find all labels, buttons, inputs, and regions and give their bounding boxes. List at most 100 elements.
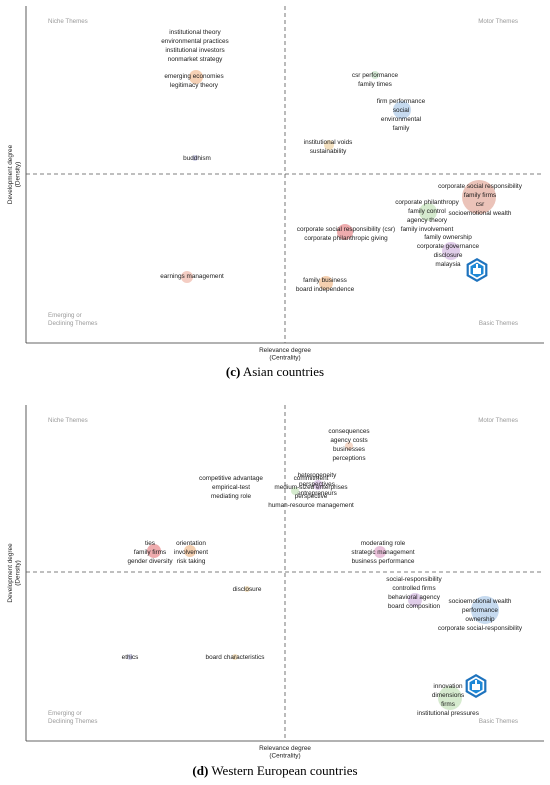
cluster-bubble	[462, 180, 496, 214]
theme-label: family involvement	[401, 226, 454, 233]
theme-label: sustainability	[310, 148, 347, 155]
theme-label: corporate social responsibility	[438, 183, 523, 190]
theme-label: perspective	[295, 493, 328, 500]
theme-label: family firms	[464, 192, 496, 199]
cluster: competitive advantage empirical-test media…	[199, 475, 263, 500]
cluster: consequences agency costs businesses percep…	[328, 428, 369, 462]
theme-label: corporate social-responsibility	[438, 625, 523, 632]
cluster: family ownership corporate governance disc…	[417, 234, 480, 268]
cluster: orientation involvement risk taking	[174, 540, 208, 565]
theme-label: firm performance	[377, 98, 426, 105]
theme-label: disclosure	[434, 252, 463, 259]
cluster: moderating role strategic management busin…	[351, 540, 414, 565]
cluster-bubble	[184, 545, 196, 557]
theme-label: corporate philanthropic giving	[304, 235, 388, 242]
cluster-bubble	[192, 155, 198, 161]
cluster-bubble	[393, 101, 411, 119]
theme-label: ties	[145, 540, 155, 547]
quadrant-label-niche: Niche Themes	[48, 18, 88, 25]
cluster-bubble	[232, 654, 238, 660]
theme-label: institutional investors	[165, 47, 224, 54]
quadrant-label-basic: Basic Themes	[479, 320, 518, 327]
theme-label: buddhism	[183, 155, 211, 162]
cluster-bubble	[408, 593, 422, 607]
journal-logo-icon	[465, 674, 487, 698]
cluster-bubble	[291, 487, 299, 495]
cluster: corporate social responsibility (csr) cor…	[297, 224, 395, 242]
theme-label: malaysia	[435, 261, 461, 268]
theme-label: institutional voids	[304, 139, 353, 146]
theme-label: board characteristics	[206, 654, 265, 661]
cluster-bubble	[471, 596, 499, 624]
theme-label: innovation	[433, 683, 463, 690]
theme-label: empirical-test	[212, 484, 250, 491]
theme-label: social-responsibility	[386, 576, 442, 583]
theme-label: earnings management	[160, 273, 224, 280]
cluster: disclosure	[233, 586, 262, 593]
theme-label: environmental practices	[161, 38, 229, 45]
theme-label: social	[393, 107, 409, 114]
theme-label: environmental	[381, 116, 421, 123]
cluster-bubble	[147, 544, 161, 558]
theme-label: socioemotional wealth	[449, 210, 512, 217]
cluster: ethics	[122, 654, 138, 661]
cluster: board characteristics	[206, 654, 265, 661]
theme-label: corporate governance	[417, 243, 480, 250]
panel-c: Niche Themes Motor Themes Emerging or Decli…	[7, 6, 544, 362]
theme-label: orientation	[176, 540, 206, 547]
cluster: innovation dimensions firms institutional p…	[417, 683, 479, 717]
cluster-bubble	[442, 242, 460, 260]
cluster-bubble	[319, 276, 333, 290]
theme-label: disclosure	[233, 586, 262, 593]
theme-label: heterogeneity	[298, 472, 338, 479]
theme-label: corporate philanthropy	[395, 199, 459, 206]
theme-label: entrepreneurs	[297, 490, 337, 497]
theme-label: risk taking	[177, 558, 206, 565]
theme-label: performance	[462, 607, 498, 614]
theme-label: perceptions	[332, 455, 365, 462]
x-axis-label: Relevance degree (Centrality)	[259, 347, 311, 362]
x-axis-label: Relevance degree (Centrality)	[259, 745, 311, 760]
theme-label: mediating role	[211, 493, 252, 500]
theme-label: board composition	[388, 603, 441, 610]
theme-label: behavioral agency	[388, 594, 441, 601]
cluster: buddhism	[183, 155, 211, 162]
cluster-bubble	[181, 271, 193, 283]
cluster: socioemotional wealth performance ownershi…	[438, 596, 523, 632]
cluster-bubble	[374, 546, 386, 558]
theme-label: competitive advantage	[199, 475, 263, 482]
y-axis-label: Development degree(Density)	[7, 543, 22, 603]
cluster-bubble	[127, 654, 133, 660]
theme-label: family	[393, 125, 410, 132]
cluster: corporate philanthropy family control agen…	[395, 199, 459, 233]
theme-label: socioemotional wealth	[449, 598, 512, 605]
theme-label: moderating role	[361, 540, 406, 547]
theme-label: family firms	[134, 549, 166, 556]
theme-label: agency theory	[407, 217, 448, 224]
theme-label: legitimacy theory	[170, 82, 219, 89]
theme-label: emerging economies	[164, 73, 223, 80]
cluster: family business board independence	[296, 276, 355, 293]
cluster-bubble	[244, 586, 250, 592]
cluster-bubble	[371, 71, 379, 79]
quadrant-label-motor: Motor Themes	[478, 417, 518, 424]
panel-caption-d: (d) Western European countries	[192, 763, 357, 778]
quadrant-label-basic: Basic Themes	[479, 718, 518, 725]
theme-label: gender diversity	[127, 558, 173, 565]
theme-label: family control	[408, 208, 446, 215]
theme-label: family business	[303, 277, 347, 284]
cluster-bubble	[345, 442, 353, 450]
cluster-bubble	[189, 70, 203, 84]
theme-label: commitment	[294, 475, 329, 482]
quadrant-label-emerging: Emerging or Declining Themes	[48, 312, 97, 327]
theme-label: csr	[476, 201, 485, 208]
cluster-bubble	[438, 686, 462, 710]
panel-caption-c: (c) Asian countries	[226, 364, 324, 379]
quadrant-label-emerging: Emerging or Declining Themes	[48, 710, 97, 725]
journal-logo-icon	[466, 258, 488, 282]
cluster: firm performance social environmental famil…	[377, 98, 426, 132]
theme-label: family ownership	[424, 234, 472, 241]
theme-label: ownership	[465, 616, 495, 623]
